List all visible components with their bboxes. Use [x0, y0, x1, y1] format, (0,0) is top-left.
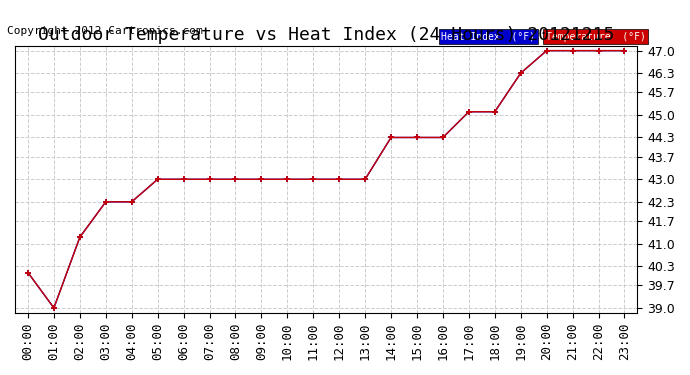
Text: Temperature  (°F): Temperature (°F): [546, 32, 646, 42]
Title: Outdoor Temperature vs Heat Index (24 Hours) 20121215: Outdoor Temperature vs Heat Index (24 Ho…: [38, 26, 614, 44]
Text: Heat Index  (°F): Heat Index (°F): [442, 32, 535, 42]
Text: Copyright 2012 Cartronics.com: Copyright 2012 Cartronics.com: [7, 26, 203, 36]
